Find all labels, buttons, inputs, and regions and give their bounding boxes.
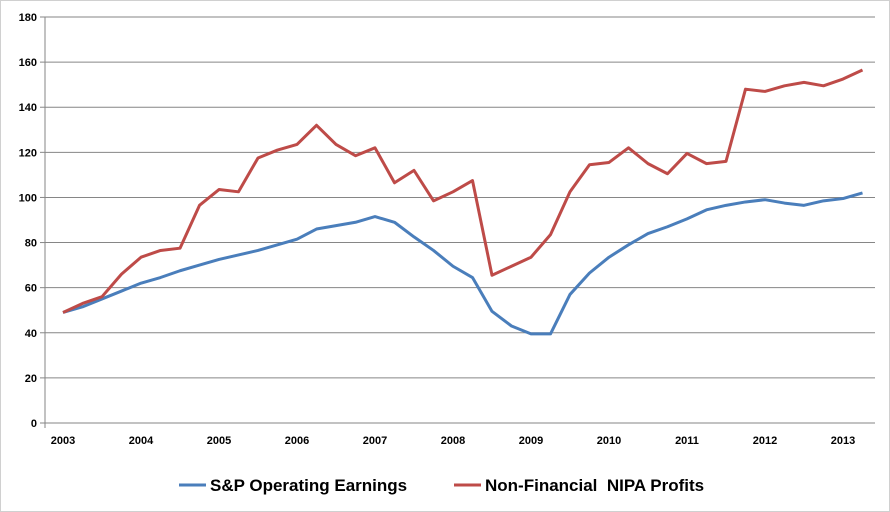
y-tick-label: 140 — [19, 102, 37, 114]
y-tick-label: 180 — [19, 12, 37, 24]
y-tick-label: 80 — [25, 238, 37, 250]
y-tick-label: 60 — [25, 283, 37, 295]
y-tick-label: 100 — [19, 192, 37, 204]
x-tick-label: 2005 — [207, 435, 231, 447]
y-tick-label: 40 — [25, 328, 37, 340]
series-line-nipa-profits — [62, 68, 864, 314]
x-tick-label: 2007 — [363, 435, 387, 447]
y-tick-label: 120 — [19, 147, 37, 159]
legend-label: S&P Operating Earnings — [210, 476, 407, 495]
legend-label: Non-Financial NIPA Profits — [485, 476, 704, 495]
y-tick-label: 160 — [19, 57, 37, 69]
x-tick-label: 2011 — [675, 435, 699, 447]
gridlines — [40, 16, 875, 428]
y-tick-label: 20 — [25, 373, 37, 385]
y-tick-label: 0 — [31, 418, 37, 430]
x-tick-label: 2013 — [831, 435, 855, 447]
x-tick-label: 2003 — [51, 435, 75, 447]
series-lines — [62, 68, 864, 336]
y-axis-ticks: 0 20 40 60 80 100 120 140 160 180 — [19, 12, 37, 430]
x-tick-label: 2009 — [519, 435, 543, 447]
x-tick-label: 2010 — [597, 435, 621, 447]
x-tick-label: 2004 — [129, 435, 154, 447]
x-tick-label: 2006 — [285, 435, 309, 447]
x-tick-label: 2012 — [753, 435, 777, 447]
x-tick-label: 2008 — [441, 435, 465, 447]
series-line-sp-earnings — [62, 191, 863, 336]
x-axis-ticks: 2003 2004 2005 2006 2007 2008 2009 2010 2011 2012… — [51, 435, 855, 447]
legend: S&P Operating Earnings Non-Financial NIPA… — [179, 476, 704, 495]
